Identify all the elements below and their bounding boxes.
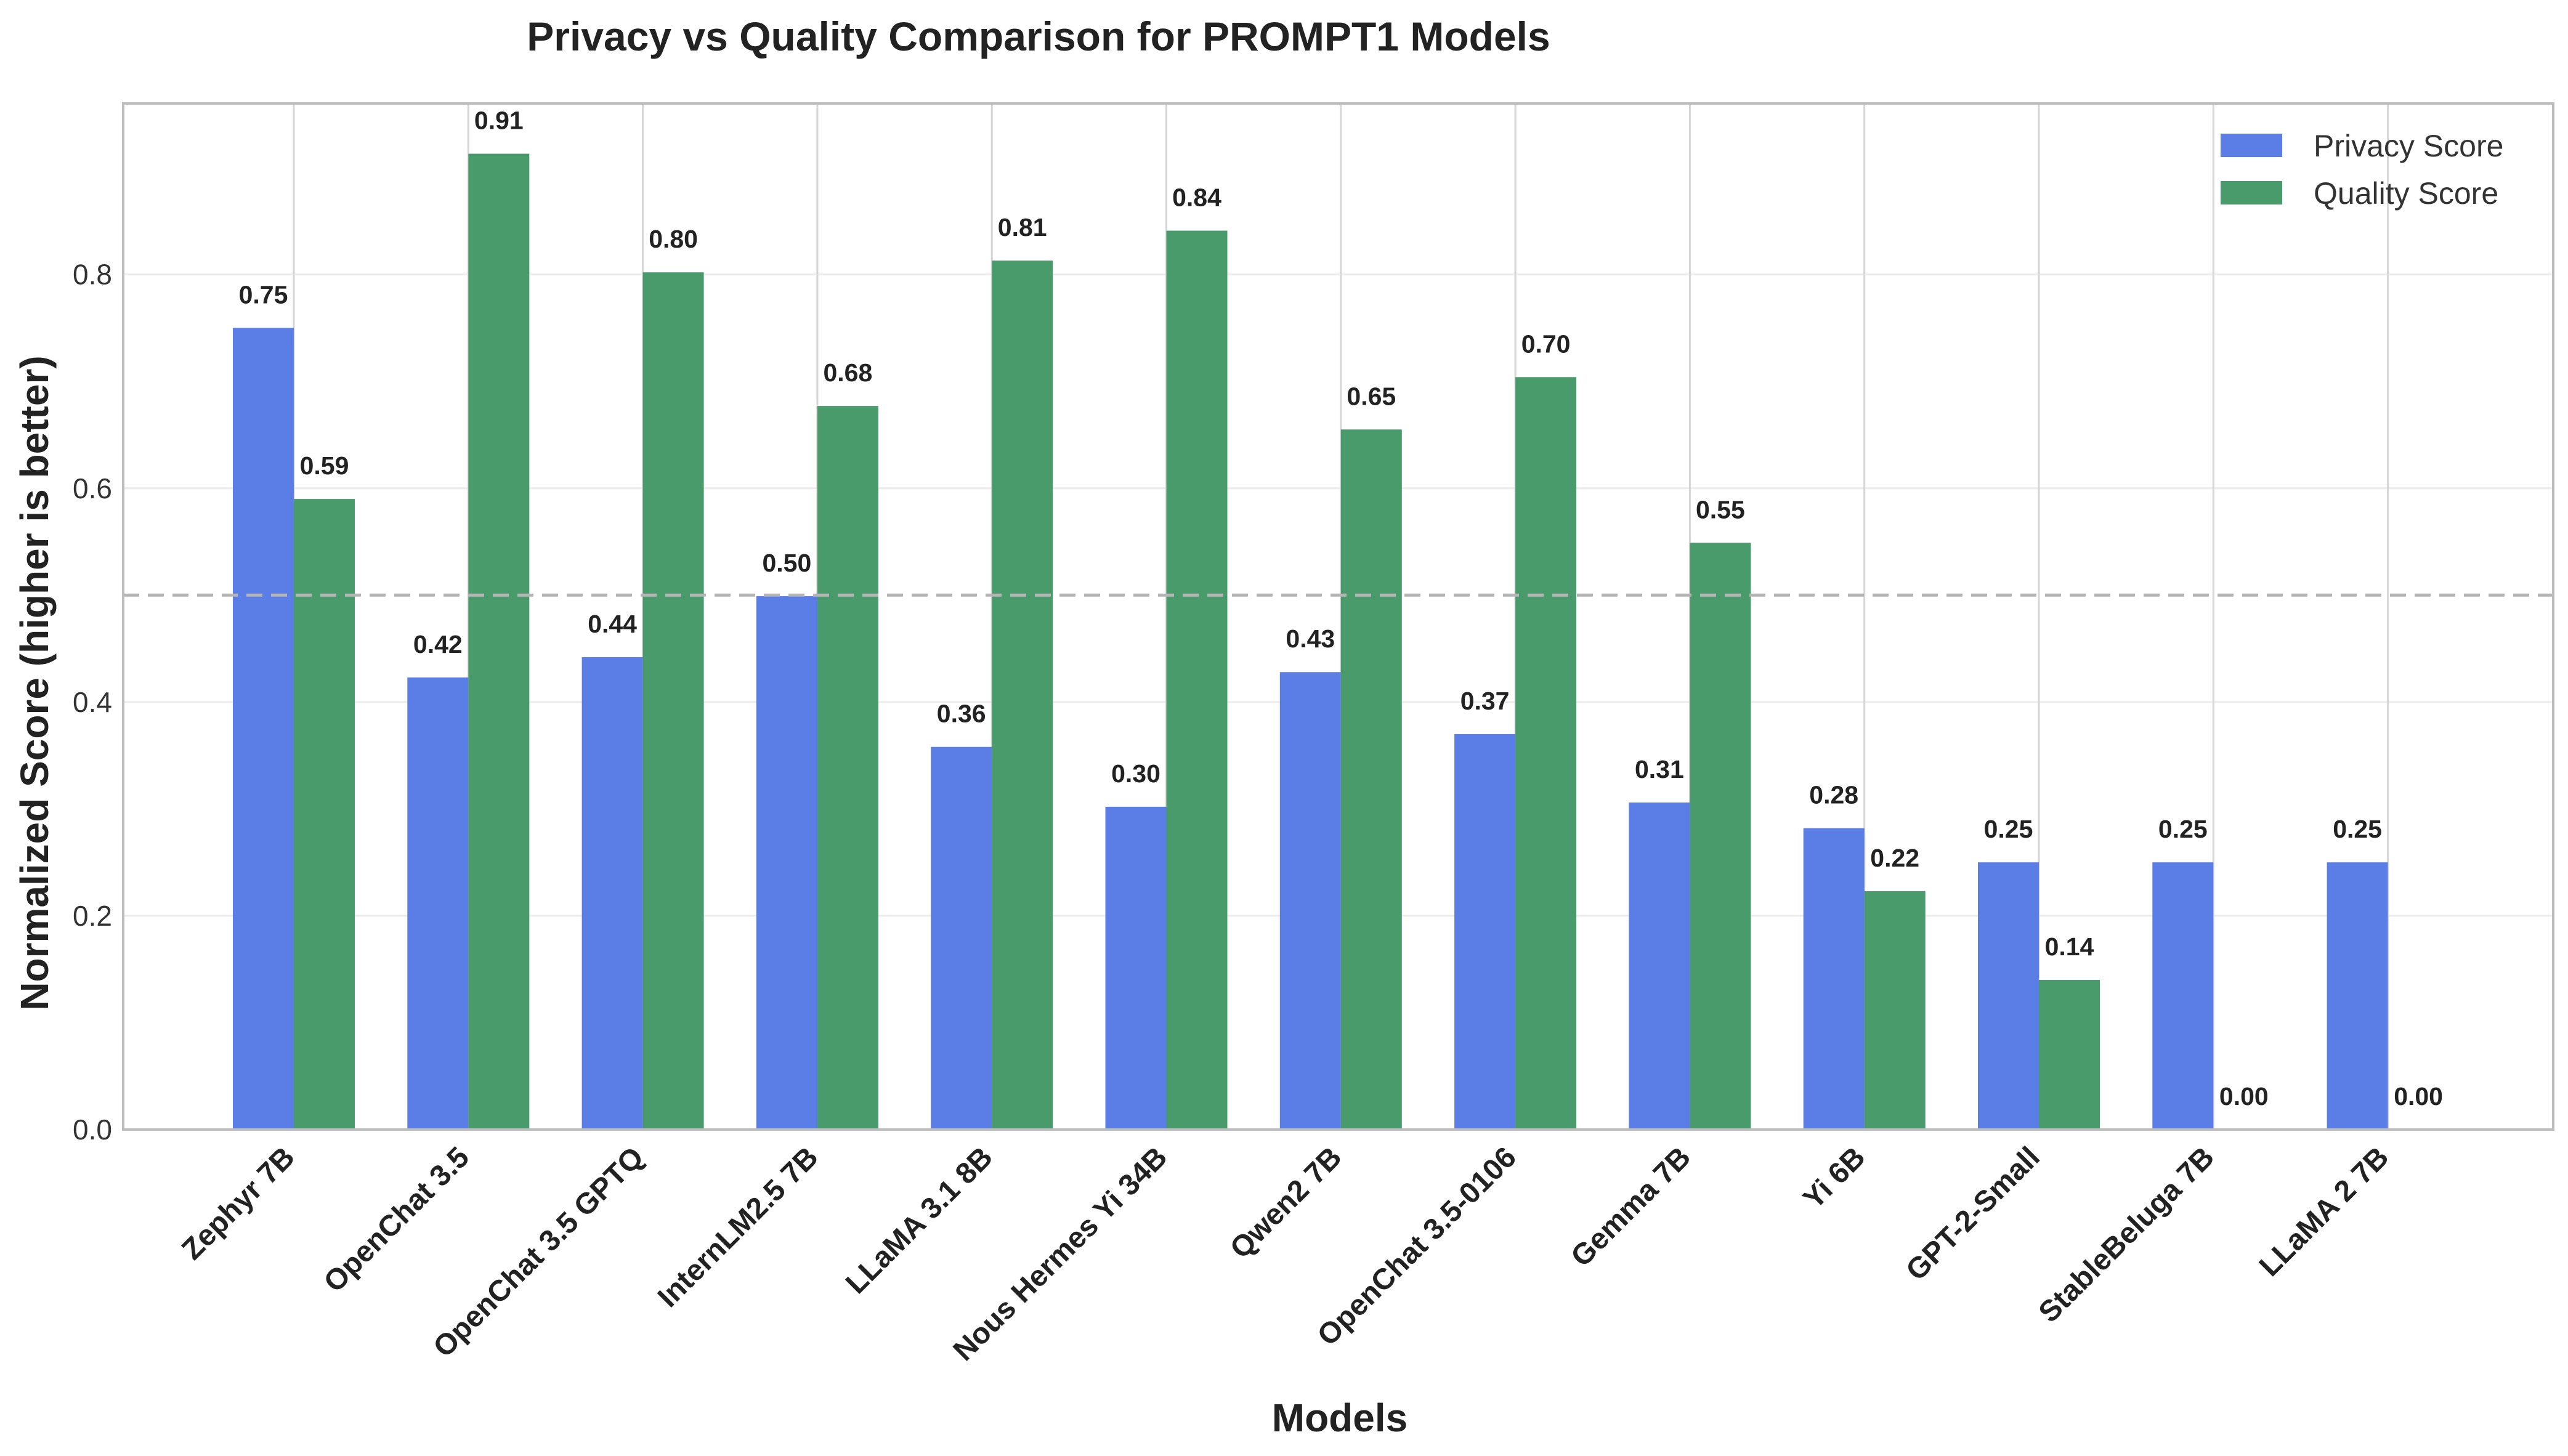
privacy-score-bar (233, 328, 294, 1130)
quality-score-bar (294, 499, 355, 1130)
privacy-score-bar (1629, 802, 1690, 1130)
privacy-value-label: 0.42 (413, 630, 463, 658)
x-tick-label: GPT-2-Small (1900, 1141, 2046, 1287)
privacy-value-label: 0.31 (1635, 755, 1684, 783)
privacy-score-bar (2152, 862, 2214, 1130)
quality-value-label: 0.70 (1521, 330, 1571, 358)
quality-value-label: 0.80 (649, 225, 698, 253)
quality-value-label: 0.84 (1172, 184, 1221, 212)
privacy-value-label: 0.44 (588, 610, 637, 638)
privacy-score-bar (581, 657, 643, 1130)
privacy-value-label: 0.25 (1984, 815, 2033, 843)
x-tick-label: Zephyr 7B (176, 1141, 301, 1266)
y-axis-label: Normalized Score (higher is better) (12, 355, 57, 1010)
y-tick-label: 0.2 (73, 900, 112, 932)
privacy-value-label: 0.28 (1809, 781, 1858, 809)
quality-value-label: 0.55 (1696, 495, 1745, 524)
quality-score-bar (1166, 230, 1228, 1130)
quality-score-bar (992, 261, 1053, 1130)
x-tick-label: StableBeluga 7B (2033, 1141, 2221, 1329)
x-tick-label: Yi 6B (1797, 1141, 1871, 1215)
privacy-score-bar (931, 746, 992, 1130)
quality-score-bar (817, 406, 878, 1130)
y-tick-label: 0.6 (73, 472, 112, 504)
quality-value-label: 0.00 (2219, 1082, 2269, 1110)
privacy-value-label: 0.75 (239, 280, 288, 309)
privacy-score-bar (2327, 862, 2388, 1130)
quality-score-bar (1864, 891, 1926, 1130)
x-tick-label: LLaMA 3.1 8B (840, 1141, 999, 1300)
quality-legend-swatch (2221, 181, 2282, 204)
quality-value-label: 0.14 (2045, 932, 2094, 961)
chart-title: Privacy vs Quality Comparison for PROMPT… (527, 14, 1550, 59)
quality-value-label: 0.81 (998, 213, 1047, 241)
x-tick-label: Gemma 7B (1565, 1141, 1697, 1273)
privacy-score-bar (1803, 828, 1865, 1130)
plot-area: 0.0 0.2 0.4 0.6 0.8 0.75 0.42 0.44 0.50 0.36 0.30 0… (73, 102, 2554, 1367)
quality-score-bar (1515, 377, 1577, 1130)
privacy-score-bar (407, 677, 469, 1130)
privacy-legend-swatch (2221, 134, 2282, 157)
x-tick-label: InternLM2.5 7B (652, 1141, 825, 1314)
quality-legend-label: Quality Score (2314, 176, 2498, 211)
x-tick-label: OpenChat 3.5 (318, 1141, 476, 1298)
quality-value-label: 0.65 (1347, 382, 1396, 410)
x-tick-label: LLaMA 2 7B (2253, 1141, 2395, 1282)
x-tick-label: OpenChat 3.5-0106 (1311, 1141, 1523, 1352)
y-tick-label: 0.8 (73, 259, 112, 291)
privacy-value-label: 0.50 (762, 549, 811, 577)
privacy-value-label: 0.25 (2158, 815, 2208, 843)
privacy-score-bar (1105, 806, 1167, 1130)
privacy-value-label: 0.43 (1286, 625, 1335, 653)
y-tick-label: 0.0 (73, 1114, 112, 1146)
quality-score-bar (1690, 543, 1751, 1130)
quality-score-bar (2039, 980, 2100, 1130)
quality-value-label: 0.59 (300, 451, 349, 480)
quality-score-bar (642, 272, 704, 1130)
privacy-score-bar (1978, 862, 2039, 1130)
y-tick-label: 0.4 (73, 686, 112, 718)
privacy-value-label: 0.25 (2333, 815, 2382, 843)
privacy-score-bar (1454, 734, 1516, 1130)
privacy-score-bar (1279, 672, 1341, 1130)
privacy-value-label: 0.30 (1111, 759, 1160, 788)
quality-value-label: 0.91 (474, 107, 524, 135)
quality-score-bar (1340, 429, 1402, 1130)
x-tick-label: Qwen2 7B (1224, 1141, 1348, 1265)
quality-value-label: 0.22 (1870, 844, 1919, 872)
quality-score-bar (468, 153, 530, 1130)
privacy-legend-label: Privacy Score (2314, 129, 2503, 163)
plot-border (122, 102, 2554, 1131)
privacy-value-label: 0.37 (1460, 687, 1510, 715)
quality-value-label: 0.00 (2394, 1082, 2443, 1110)
x-axis-label: Models (1272, 1396, 1408, 1440)
legend: Privacy Score Quality Score (2221, 129, 2503, 211)
privacy-value-label: 0.36 (937, 700, 986, 728)
privacy-score-bar (756, 596, 817, 1130)
quality-value-label: 0.68 (823, 358, 872, 387)
